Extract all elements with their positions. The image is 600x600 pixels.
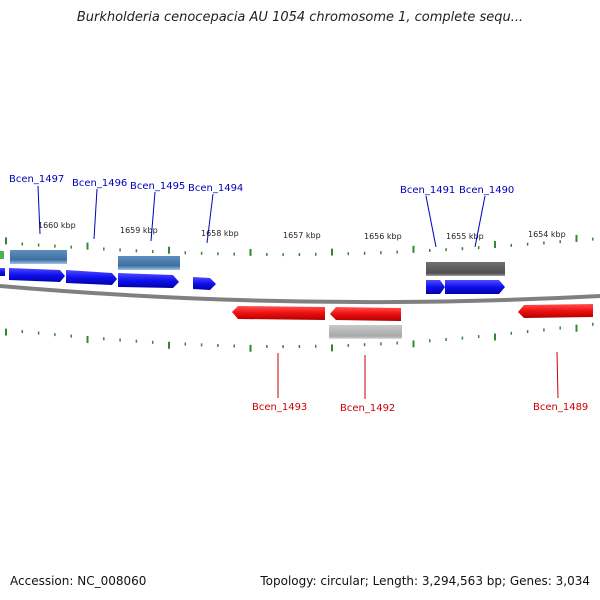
leader-line-1496 [93, 188, 98, 240]
gene-label-1489: Bcen_1489 [533, 402, 588, 413]
leader-line-1490 [474, 195, 486, 248]
ruler-ticks-top [5, 234, 594, 257]
leader-line-1497 [37, 185, 41, 235]
gene-label-1495: Bcen_1495 [130, 181, 185, 192]
gene-label-1491: Bcen_1491 [400, 185, 455, 196]
reverse-gene-bar-1492 [330, 307, 401, 321]
gene-label-1494: Bcen_1494 [188, 183, 243, 194]
gene-label-1497: Bcen_1497 [9, 174, 64, 185]
dark-gray-feature [426, 262, 505, 276]
ruler-label-1658: 1658 kbp [201, 229, 239, 238]
ruler-label-1660: 1660 kbp [38, 221, 76, 230]
gene-label-1490: Bcen_1490 [459, 185, 514, 196]
map-title: Burkholderia cenocepacia AU 1054 chromos… [76, 10, 524, 25]
steelblue-feature-1 [10, 250, 67, 264]
light-gray-feature [329, 325, 402, 339]
small-feature-left [0, 251, 4, 259]
genome-summary-text: Topology: circular; Length: 3,294,563 bp… [260, 574, 590, 588]
ruler-label-1654: 1654 kbp [528, 230, 566, 239]
steelblue-feature-2 [118, 256, 180, 270]
forward-gene-bar-1495 [118, 273, 179, 288]
gene-label-1493: Bcen_1493 [252, 402, 307, 413]
leader-line-1491 [425, 195, 437, 248]
ruler-label-1655: 1655 kbp [446, 232, 484, 241]
reverse-gene-bar-1489 [518, 304, 593, 318]
leader-line-1489 [556, 351, 559, 399]
gene-label-1496: Bcen_1496 [72, 178, 127, 189]
ruler-label-1656: 1656 kbp [364, 232, 402, 241]
forward-gene-bar-1496 [66, 270, 117, 285]
forward-gene-bar-1497 [9, 268, 65, 282]
forward-gene-bar-1491 [426, 280, 445, 294]
ruler-label-1659: 1659 kbp [120, 226, 158, 235]
leader-line-1495 [150, 191, 156, 242]
backbone [0, 284, 600, 305]
ruler-label-1657: 1657 kbp [283, 231, 321, 240]
forward-gene-bar-0 [0, 268, 5, 276]
forward-gene-bar-1490 [445, 280, 505, 294]
reverse-gene-bar-1493 [232, 306, 325, 320]
accession-text: Accession: NC_008060 [10, 574, 147, 588]
leader-line-1494 [206, 193, 214, 244]
ruler-ticks-bottom [5, 322, 594, 352]
forward-gene-bar-1494 [193, 277, 216, 290]
gene-label-1492: Bcen_1492 [340, 403, 395, 414]
